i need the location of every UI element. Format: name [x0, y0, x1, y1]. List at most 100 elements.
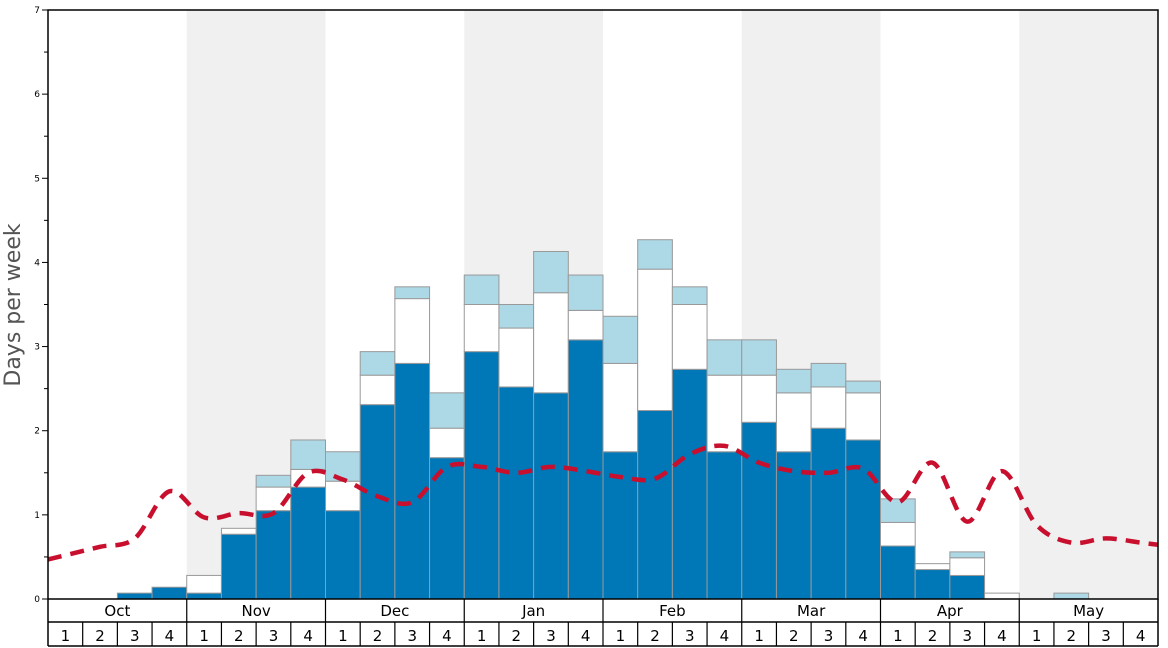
bar-segment-2-week-11	[394, 298, 431, 364]
week-label: 3	[962, 627, 972, 645]
bar-segment-1-week-8	[290, 486, 326, 600]
week-label: 4	[997, 627, 1007, 645]
bar-segment-2-week-25	[880, 521, 916, 547]
y-tick-label: 7	[34, 6, 40, 16]
month-label-feb: Feb	[659, 602, 686, 620]
bar-segment-1-week-27	[949, 574, 986, 600]
bar-segment-3-week-10	[359, 351, 396, 376]
bar-segment-2-week-26	[914, 563, 951, 571]
bar-segment-3-week-11	[394, 286, 431, 300]
bar-segment-3-week-16	[567, 274, 604, 311]
bar-segment-1-week-11	[394, 362, 431, 600]
bar-segment-2-week-12	[429, 427, 465, 459]
bar-segment-3-week-18	[637, 239, 673, 270]
week-label: 4	[303, 627, 313, 645]
bar-segment-3-week-12	[429, 392, 465, 429]
week-label: 2	[650, 627, 660, 645]
bar-segment-3-week-8	[290, 439, 326, 470]
month-label-may: May	[1073, 602, 1104, 620]
week-label: 3	[1101, 627, 1111, 645]
bar-segment-2-week-23	[810, 386, 847, 429]
week-label: 3	[546, 627, 556, 645]
x-axis: Oct Nov Dec Jan Feb Mar Apr May 1 2 3 4 1 2 3 4 1 2 3 4 1 2 3 4…	[47, 599, 1159, 647]
y-tick-label: 5	[34, 174, 40, 184]
bar-segment-1-week-19	[671, 368, 708, 600]
bar-segment-1-week-15	[533, 392, 569, 600]
bar-segment-1-week-6	[220, 533, 257, 600]
bar-segment-1-week-18	[637, 410, 673, 600]
week-label: 4	[165, 627, 175, 645]
bar-segment-2-week-6	[220, 527, 257, 535]
bar-segment-2-week-5	[186, 574, 222, 594]
bar-segment-2-week-10	[359, 374, 396, 406]
bar-segment-1-week-17	[602, 451, 639, 600]
bar-segment-2-week-20	[706, 374, 743, 453]
y-axis-label: Days per week	[1, 223, 26, 386]
month-label-dec: Dec	[380, 602, 409, 620]
bar-segment-1-week-12	[429, 457, 465, 600]
bar-segment-1-week-10	[359, 404, 396, 600]
bar-segment-3-week-25	[880, 498, 916, 523]
bar-segment-1-week-24	[845, 439, 881, 600]
week-label: 2	[512, 627, 522, 645]
bar-segment-1-week-14	[498, 386, 535, 600]
y-tick-label: 4	[34, 258, 40, 268]
bar-segment-2-week-21	[741, 374, 777, 423]
bar-segment-3-week-22	[775, 368, 812, 394]
week-label: 1	[338, 627, 348, 645]
bar-segment-1-week-21	[741, 421, 777, 600]
bar-segment-3-week-27	[949, 551, 986, 559]
bar-segment-2-week-16	[567, 309, 604, 341]
month-label-apr: Apr	[937, 602, 964, 620]
month-label-nov: Nov	[241, 602, 270, 620]
week-label: 2	[789, 627, 799, 645]
y-tick-label: 3	[34, 343, 40, 353]
bars-layer	[116, 239, 1090, 600]
bar-segment-3-week-17	[602, 315, 639, 364]
bar-segment-3-week-14	[498, 304, 535, 329]
week-label: 3	[269, 627, 279, 645]
bar-segment-1-week-9	[325, 510, 361, 600]
bar-segment-1-week-13	[463, 351, 500, 600]
bar-segment-3-week-13	[463, 274, 500, 305]
bar-segment-2-week-17	[602, 362, 639, 453]
bar-segment-2-week-22	[775, 392, 812, 453]
week-label: 4	[720, 627, 730, 645]
week-label: 3	[130, 627, 140, 645]
week-label: 2	[373, 627, 383, 645]
plot-frame	[47, 9, 1159, 600]
bar-segment-3-week-19	[671, 286, 708, 305]
month-label-jan: Jan	[521, 602, 545, 620]
bar-segment-3-week-7	[255, 474, 292, 488]
bar-segment-1-week-3	[116, 592, 153, 600]
bar-segment-3-week-24	[845, 380, 881, 394]
week-label: 1	[199, 627, 209, 645]
y-tick-label: 1	[34, 511, 40, 521]
month-label-mar: Mar	[797, 602, 826, 620]
week-label: 1	[893, 627, 903, 645]
bar-segment-3-week-23	[810, 362, 847, 388]
week-label: 2	[234, 627, 244, 645]
week-label: 2	[1067, 627, 1077, 645]
month-label-oct: Oct	[104, 602, 130, 620]
bar-segment-1-week-5	[186, 592, 222, 600]
bar-segment-2-week-24	[845, 392, 881, 441]
week-label: 1	[61, 627, 71, 645]
bar-segment-1-week-20	[706, 451, 743, 600]
bar-segment-3-week-15	[533, 250, 569, 294]
y-tick-label: 2	[34, 427, 40, 437]
bar-segment-2-week-9	[325, 480, 361, 512]
bar-segment-1-week-26	[914, 569, 951, 600]
week-label: 1	[616, 627, 626, 645]
bar-segment-2-week-15	[533, 292, 569, 394]
y-tick-label: 0	[34, 595, 40, 605]
y-axis: 0 1 2 3 4 5 6 7	[34, 6, 48, 605]
bar-segment-1-week-4	[151, 586, 188, 600]
y-tick-label: 6	[34, 90, 40, 100]
bar-segment-2-week-27	[949, 557, 986, 576]
week-label: 3	[685, 627, 695, 645]
bar-segment-3-week-21	[741, 339, 777, 376]
week-label: 4	[858, 627, 868, 645]
bar-segment-1-week-23	[810, 427, 847, 600]
